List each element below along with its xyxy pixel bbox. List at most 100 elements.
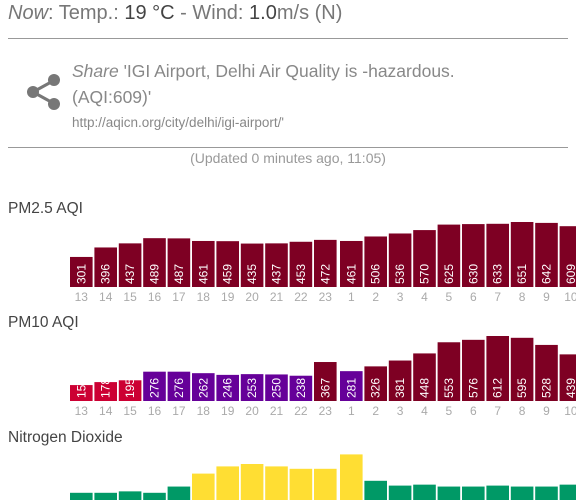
chart-bar xyxy=(118,491,142,500)
x-tick-label: 4 xyxy=(421,290,428,304)
chart-bar xyxy=(216,241,239,287)
chart-bar xyxy=(388,485,412,500)
chart-bar xyxy=(70,385,93,401)
bar-value-label: 553 xyxy=(442,378,456,398)
bar-value-label: 472 xyxy=(318,264,332,284)
chart-bar xyxy=(388,233,412,287)
x-tick-label: 19 xyxy=(221,290,235,304)
x-tick-label: 2 xyxy=(372,290,379,304)
bar-value-label: 326 xyxy=(369,378,383,398)
bar-value-label: 178 xyxy=(99,378,113,398)
x-tick-label: 23 xyxy=(319,290,333,304)
x-tick-label: 6 xyxy=(470,404,477,418)
chart-bar xyxy=(364,480,387,500)
bar-value-label: 195 xyxy=(123,378,137,398)
share-url[interactable]: http://aqicn.org/city/delhi/igi-airport/… xyxy=(72,115,284,130)
chart-bar xyxy=(559,354,576,401)
x-tick-label: 21 xyxy=(270,290,284,304)
wind-unit: m/s (N) xyxy=(276,2,343,24)
chart-bar xyxy=(388,360,412,401)
x-tick-label: 13 xyxy=(75,404,89,418)
bar-value-label: 536 xyxy=(393,264,407,284)
chart-bar xyxy=(192,473,215,500)
bar-value-label: 576 xyxy=(466,378,480,398)
bar-value-label: 437 xyxy=(123,264,137,284)
bar-value-label: 276 xyxy=(172,378,186,398)
share-row[interactable]: Share 'IGI Airport, Delhi Air Quality is… xyxy=(8,52,568,132)
bar-value-label: 367 xyxy=(318,378,332,398)
chart-bar xyxy=(289,241,313,287)
share-icon[interactable] xyxy=(24,72,64,112)
chart-bar xyxy=(118,243,142,287)
chart-bar xyxy=(314,362,337,401)
chart-bar xyxy=(314,239,337,287)
x-tick-label: 7 xyxy=(494,404,501,418)
x-tick-label: 3 xyxy=(397,290,404,304)
share-message[interactable]: Share 'IGI Airport, Delhi Air Quality is… xyxy=(72,58,562,110)
chart-bar xyxy=(143,238,166,287)
x-tick-label: 16 xyxy=(148,290,162,304)
x-tick-label: 8 xyxy=(519,290,526,304)
chart-bar xyxy=(240,464,264,500)
x-tick-label: 21 xyxy=(270,404,284,418)
chart-bar xyxy=(559,226,576,287)
chart-bar xyxy=(70,256,93,287)
x-tick-label: 17 xyxy=(172,404,186,418)
wind-value: 1.0 xyxy=(249,2,277,24)
chart-bar xyxy=(535,486,558,500)
bar-value-label: 250 xyxy=(270,378,284,398)
bar-value-label: 381 xyxy=(393,378,407,398)
bar-value-label: 570 xyxy=(418,264,432,284)
divider-bottom xyxy=(8,147,568,148)
chart-bar xyxy=(340,371,363,401)
bar-value-label: 651 xyxy=(515,264,529,284)
chart-bar xyxy=(437,224,461,287)
chart-bar xyxy=(240,374,264,401)
chart-bar xyxy=(216,374,239,401)
share-label: Share xyxy=(72,61,119,81)
chart-bar xyxy=(437,486,461,500)
chart-bar xyxy=(143,371,166,401)
chart-bar xyxy=(192,373,215,401)
x-tick-label: 15 xyxy=(123,404,137,418)
chart-bar xyxy=(510,337,534,401)
chart-bar xyxy=(265,243,288,287)
x-tick-label: 2 xyxy=(372,404,379,418)
x-tick-label: 20 xyxy=(245,290,259,304)
chart-bar xyxy=(167,371,191,401)
bar-value-label: 612 xyxy=(491,378,505,398)
chart-bar xyxy=(265,466,288,500)
bar-value-label: 609 xyxy=(564,264,576,284)
chart-bar xyxy=(510,486,534,500)
x-tick-label: 9 xyxy=(543,404,550,418)
chart-bar xyxy=(462,339,485,401)
chart-bar xyxy=(364,236,387,287)
chart-bar xyxy=(462,486,485,500)
chart-bar xyxy=(462,224,485,287)
chart-bar xyxy=(413,230,436,287)
chart-bar xyxy=(535,222,558,287)
x-tick-label: 20 xyxy=(245,404,259,418)
bar-value-label: 246 xyxy=(221,378,235,398)
bar-value-label: 448 xyxy=(418,378,432,398)
x-tick-label: 19 xyxy=(221,404,235,418)
chart-bar xyxy=(192,240,215,287)
bar-value-label: 281 xyxy=(344,378,358,398)
bar-value-label: 487 xyxy=(172,264,186,284)
bar-value-label: 595 xyxy=(515,378,529,398)
bar-value-label: 435 xyxy=(245,264,259,284)
x-tick-label: 9 xyxy=(543,290,550,304)
x-tick-label: 17 xyxy=(172,290,186,304)
section-title-pm10: PM10 AQI xyxy=(8,314,79,331)
bar-value-label: 150 xyxy=(74,378,88,398)
bar-value-label: 276 xyxy=(148,378,162,398)
bar-value-label: 453 xyxy=(294,264,308,284)
bar-value-label: 396 xyxy=(99,264,113,284)
x-tick-label: 1 xyxy=(348,404,355,418)
bar-value-label: 262 xyxy=(196,378,210,398)
x-tick-label: 10 xyxy=(564,404,576,418)
updated-status: (Updated 0 minutes ago, 11:05) xyxy=(190,150,386,166)
x-tick-label: 10 xyxy=(564,290,576,304)
chart-bar xyxy=(340,240,363,287)
